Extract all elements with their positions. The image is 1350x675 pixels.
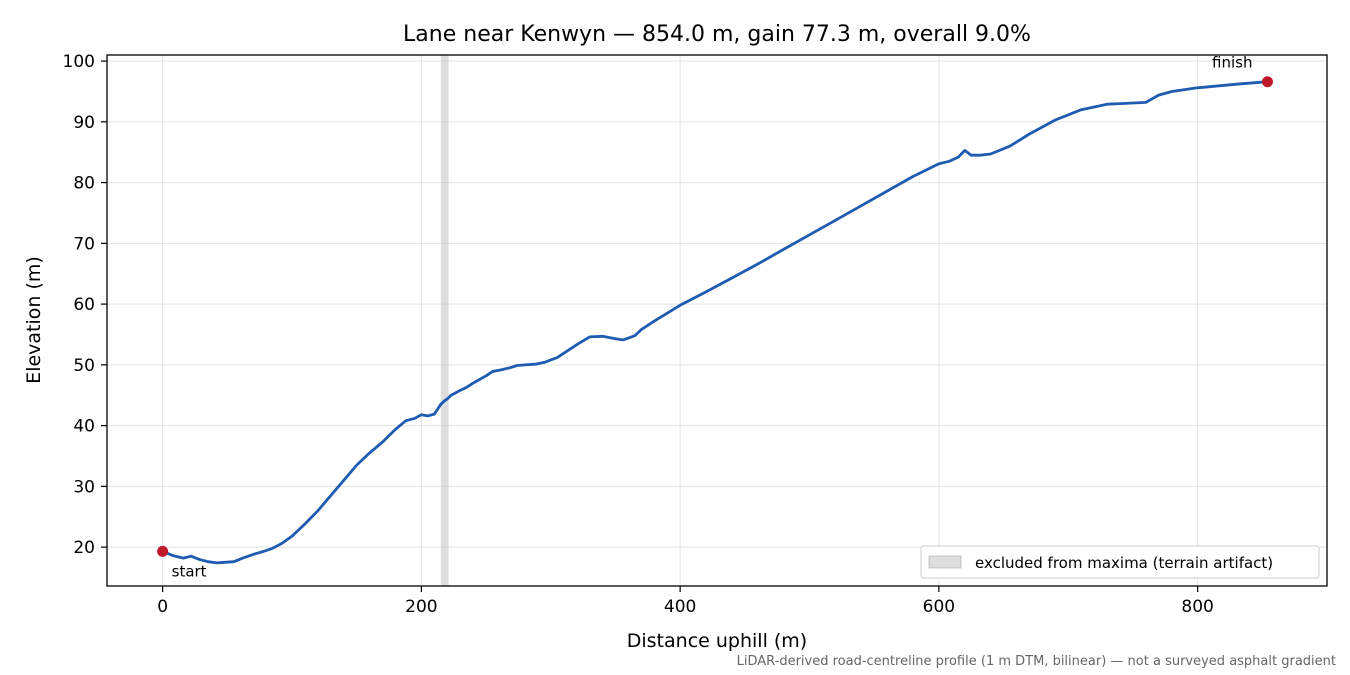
legend: excluded from maxima (terrain artifact)	[920, 545, 1320, 579]
x-axis-label: Distance uphill (m)	[627, 630, 807, 652]
x-tick-label: 200	[405, 597, 437, 617]
grid-lines	[107, 55, 1327, 586]
legend-swatch	[928, 555, 962, 569]
y-tick-label: 20	[73, 538, 95, 558]
y-tick-label: 100	[63, 52, 95, 72]
x-tick-label: 800	[1181, 597, 1213, 617]
y-tick-label: 80	[73, 174, 95, 194]
x-tick-label: 400	[664, 597, 696, 617]
start-marker	[157, 545, 169, 557]
x-tick-label: 0	[157, 597, 168, 617]
markers-group: start finish	[157, 54, 1273, 580]
series-group	[161, 80, 1269, 565]
y-tick-label: 90	[73, 113, 95, 133]
y-tick-label: 40	[73, 417, 95, 437]
excluded-region-group	[440, 55, 449, 586]
legend-frame	[920, 545, 1320, 579]
y-tick-label: 50	[73, 356, 95, 376]
elevation-line	[161, 80, 1269, 565]
y-axis-label: Elevation (m)	[23, 256, 45, 384]
chart-title: Lane near Kenwyn — 854.0 m, gain 77.3 m,…	[403, 22, 1031, 47]
x-tick-label: 600	[923, 597, 955, 617]
x-axis-ticks: 0 200 400 600 800	[157, 586, 1214, 617]
legend-label: excluded from maxima (terrain artifact)	[975, 554, 1273, 572]
start-label: start	[172, 562, 207, 580]
y-axis-ticks: 20 30 40 50 60 70 80 90 100	[63, 52, 107, 558]
plot-frame	[106, 54, 1328, 587]
y-tick-label: 30	[73, 477, 95, 497]
finish-label: finish	[1212, 54, 1252, 72]
y-tick-label: 60	[73, 295, 95, 315]
finish-marker	[1261, 76, 1273, 88]
excluded-region-band	[440, 55, 449, 586]
footnote: LiDAR-derived road-centreline profile (1…	[737, 654, 1336, 669]
y-tick-label: 70	[73, 234, 95, 254]
